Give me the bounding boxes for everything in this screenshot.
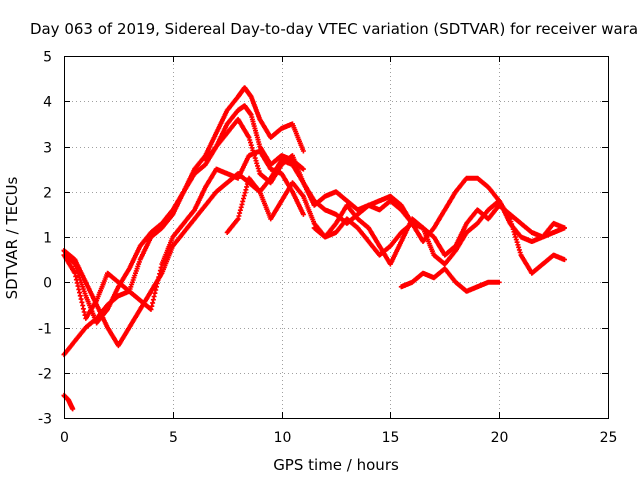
- series-track-1: [61, 85, 306, 326]
- y-tick-label: 2: [43, 186, 52, 202]
- x-tick-label: 10: [274, 430, 292, 446]
- y-tick-label: 1: [43, 231, 52, 247]
- series-track-9: [61, 392, 76, 412]
- plus-markers: [224, 175, 567, 258]
- axis-ticks: 0 5 10 15 20 25 -3 -2 -1 0 1 2 3 4 5: [38, 50, 617, 447]
- y-axis-label: SDTVAR / TECUs: [3, 176, 21, 299]
- series-track-6: [224, 175, 567, 258]
- x-axis-label: GPS time / hours: [273, 456, 399, 474]
- series-track-8: [398, 266, 502, 294]
- x-tick-label: 25: [600, 430, 618, 446]
- x-tick-label: 0: [60, 430, 69, 446]
- plus-markers: [61, 392, 76, 412]
- data-points: [61, 85, 567, 412]
- y-tick-label: 4: [43, 95, 52, 111]
- plus-markers: [398, 266, 502, 294]
- series-track-4: [61, 157, 415, 349]
- series-track-7: [311, 198, 567, 276]
- y-tick-label: -1: [38, 322, 52, 338]
- plus-markers: [311, 198, 567, 276]
- plus-markers: [61, 85, 306, 326]
- x-tick-label: 5: [169, 430, 178, 446]
- y-tick-label: 0: [43, 276, 52, 292]
- y-tick-label: -2: [38, 367, 52, 383]
- plus-markers: [202, 116, 567, 244]
- plus-markers: [61, 157, 415, 349]
- y-tick-label: 3: [43, 141, 52, 157]
- series-track-5: [202, 116, 567, 244]
- x-tick-label: 15: [382, 430, 400, 446]
- x-tick-label: 20: [491, 430, 509, 446]
- chart-title: Day 063 of 2019, Sidereal Day-to-day VTE…: [30, 20, 638, 38]
- y-tick-label: 5: [43, 50, 52, 66]
- y-tick-label: -3: [38, 412, 52, 428]
